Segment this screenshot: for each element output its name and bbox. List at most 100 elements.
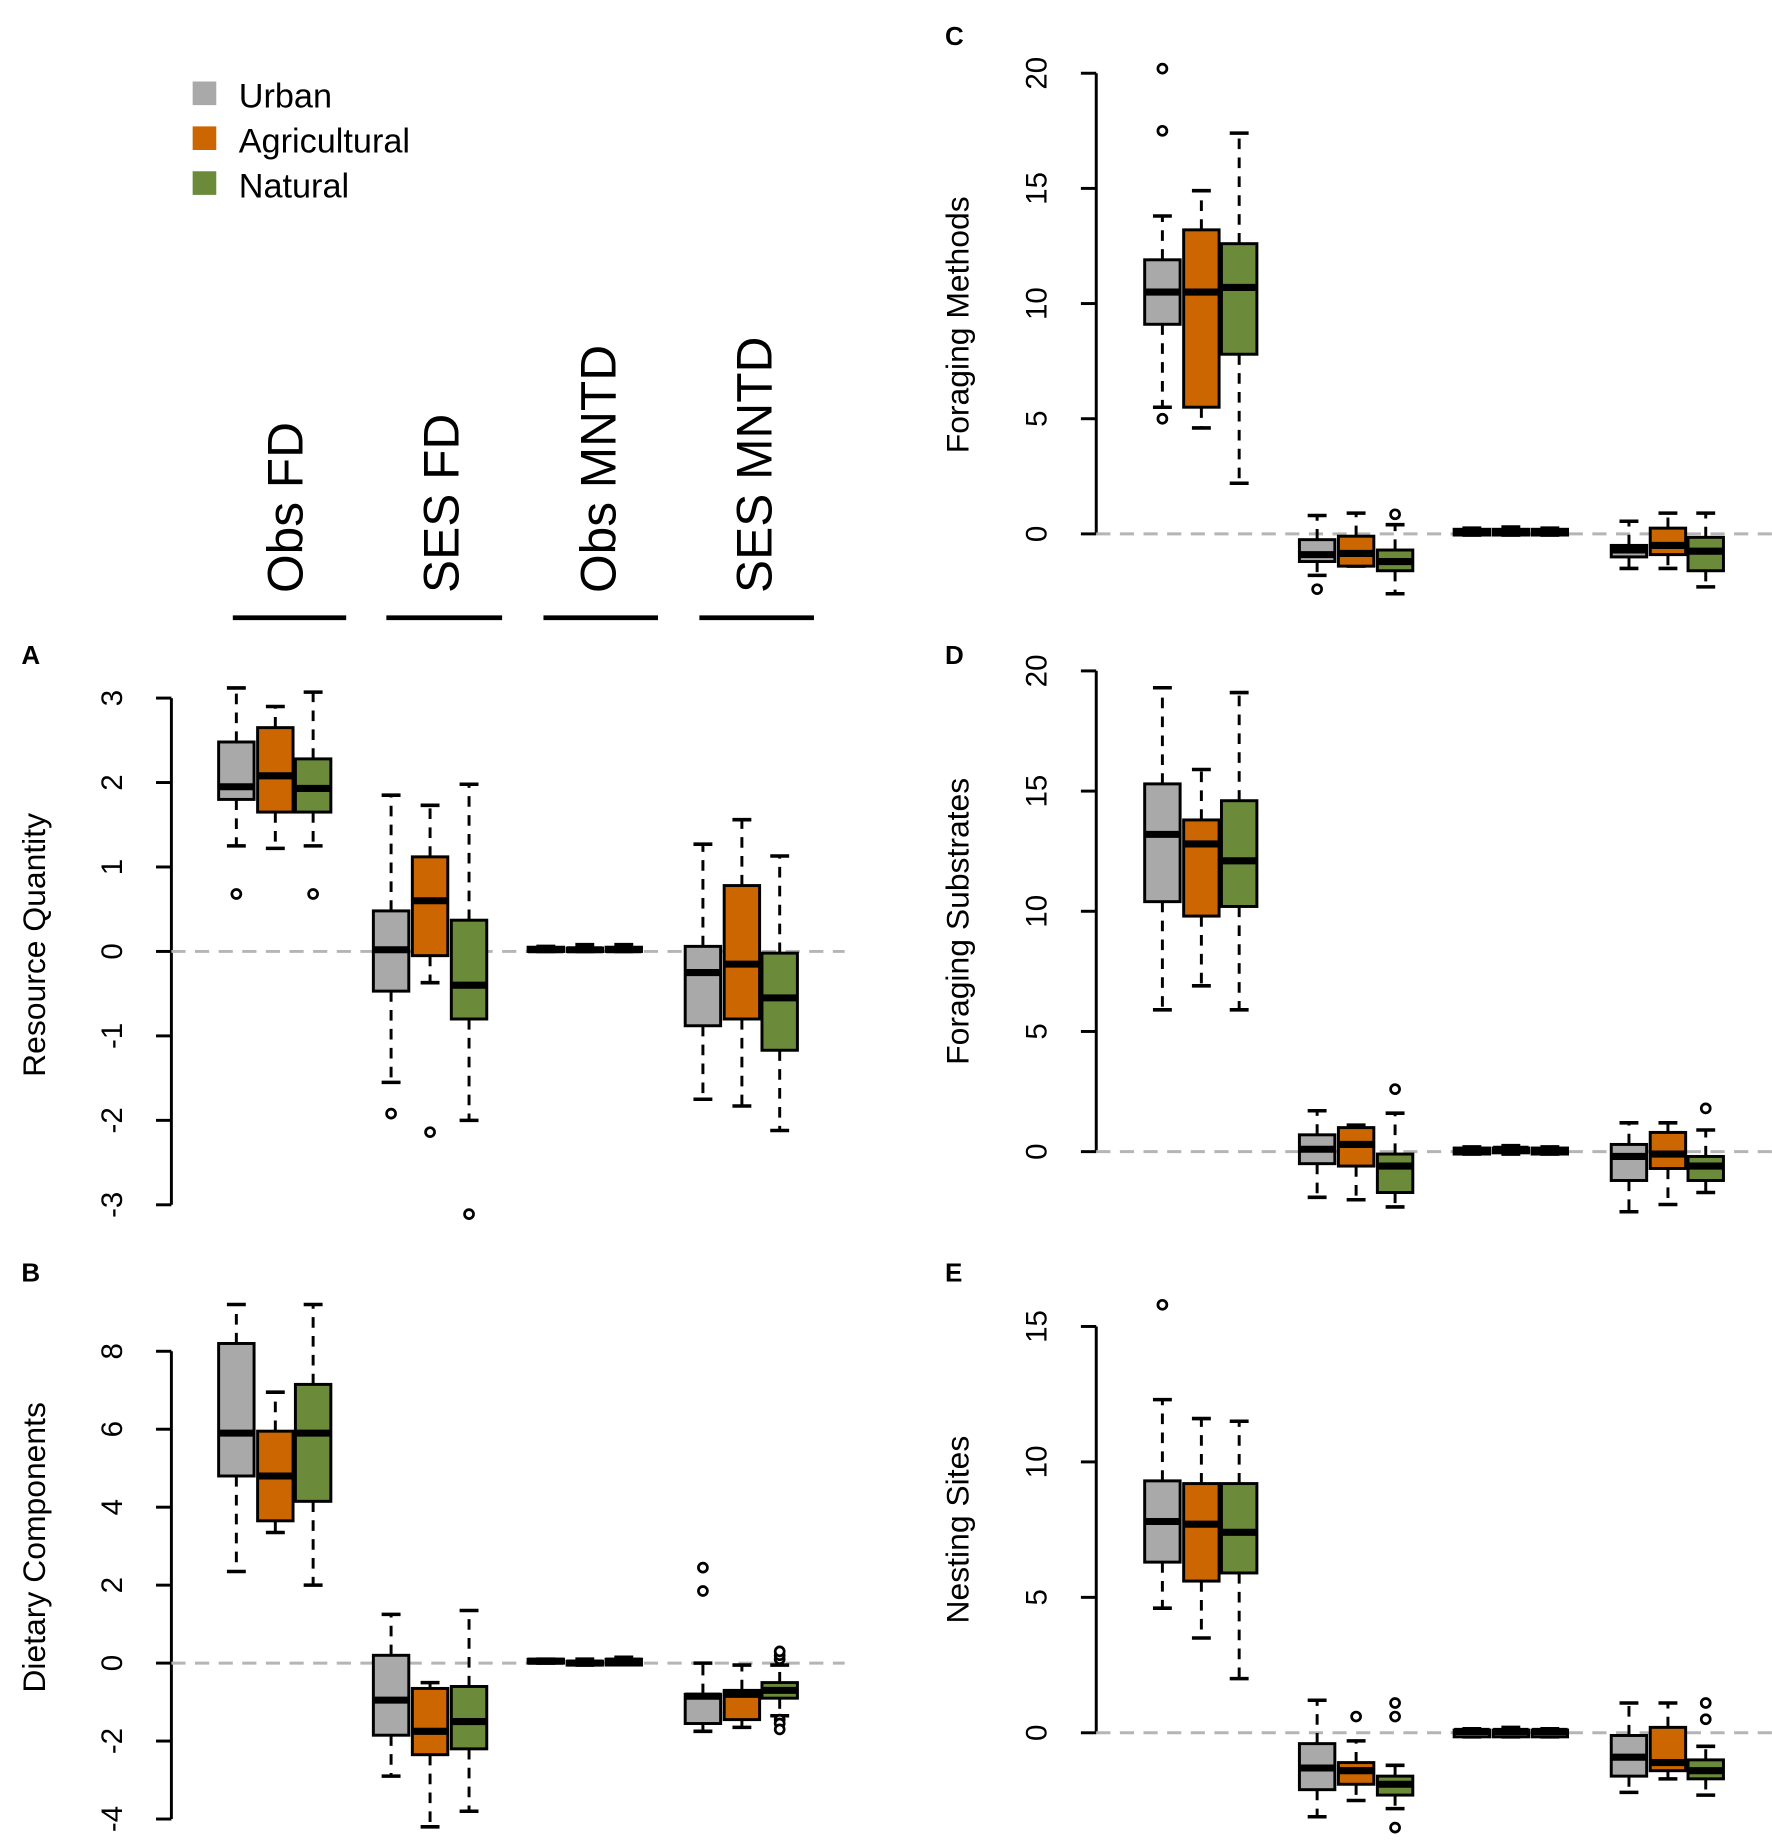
box-group-obs-fd	[217, 1302, 333, 1587]
y-tick-label: 20	[1021, 57, 1054, 90]
boxplot-agricultural	[1491, 525, 1531, 537]
boxplot-agricultural	[1336, 1123, 1376, 1202]
panel-letter: E	[945, 1258, 962, 1288]
box	[683, 944, 723, 1028]
boxplot-urban	[1143, 685, 1182, 1012]
boxplot-agricultural	[1336, 511, 1376, 568]
outlier-point	[697, 1585, 709, 1597]
panel-d: D Foraging Substrates 0 5 10 15 20	[940, 640, 1772, 1214]
outlier-point	[1156, 412, 1169, 425]
boxplot-natural	[760, 1645, 799, 1736]
box	[722, 884, 762, 1021]
y-tick-label: 10	[1021, 895, 1054, 928]
boxplot-agricultural	[1648, 1701, 1688, 1781]
y-tick-label: 15	[1021, 172, 1054, 205]
boxplot-urban	[371, 793, 411, 1120]
boxplot-urban	[683, 1561, 723, 1734]
panel-c: C Foraging Methods 0 5 10 15 20	[940, 21, 1772, 596]
boxplot-agricultural	[722, 817, 762, 1108]
boxplot-natural	[760, 854, 799, 1133]
box	[449, 918, 489, 1021]
box	[217, 740, 256, 801]
y-tick-label: 0	[1021, 1143, 1054, 1159]
boxplot-urban	[371, 1612, 411, 1778]
outlier-point	[1699, 1713, 1712, 1726]
y-tick-label: 20	[1021, 654, 1054, 687]
y-tick-label: -1	[96, 1023, 129, 1049]
box-group-ses-fd	[371, 782, 489, 1220]
box-group-ses-mntd	[683, 817, 799, 1133]
outlier-point	[1699, 1102, 1712, 1115]
y-axis-label: Foraging Methods	[940, 196, 976, 453]
boxplot-urban	[1143, 1298, 1182, 1610]
box	[256, 726, 295, 814]
outlier-point	[385, 1107, 397, 1120]
column-header-obs-mntd: Obs MNTD	[571, 345, 627, 593]
boxplot-natural	[1530, 1145, 1570, 1156]
box-group-ses-fd	[371, 1608, 489, 1829]
outlier-point	[697, 1561, 709, 1574]
y-tick-label: 15	[1021, 775, 1054, 808]
box	[1648, 526, 1688, 557]
column-header-ses-mntd: SES MNTD	[726, 337, 782, 593]
boxplot-natural	[604, 942, 643, 954]
y-tick-label: -3	[96, 1192, 129, 1218]
outlier-point	[1699, 1697, 1712, 1709]
boxplot-agricultural	[1182, 767, 1221, 988]
y-tick-label: 8	[96, 1343, 129, 1359]
box-group-obs-fd	[1143, 1298, 1259, 1681]
box	[410, 1686, 450, 1757]
boxplot-agricultural	[722, 1663, 762, 1730]
box	[371, 1653, 411, 1737]
box-group-obs-fd	[1143, 685, 1259, 1012]
outlier-point	[1156, 124, 1169, 137]
y-tick-label: 5	[1021, 1023, 1054, 1039]
y-tick-label: -2	[96, 1728, 129, 1754]
y-tick-label: 6	[96, 1421, 129, 1437]
panel-letter: C	[945, 21, 964, 51]
column-headers: Obs FD SES FD Obs MNTD SES MNTD	[232, 337, 814, 621]
outlier-point	[1389, 1821, 1401, 1834]
panel-a: A Resource Quantity -3 -2 -1 0 1 2 3	[16, 640, 845, 1220]
boxplot-natural	[293, 690, 333, 900]
y-tick-label: 1	[96, 859, 129, 875]
panel-letter: D	[945, 640, 964, 670]
boxplot-natural	[449, 782, 489, 1220]
boxplot-natural	[1530, 526, 1570, 537]
outlier-point	[1156, 62, 1169, 75]
box-group-obs-mntd	[1452, 1725, 1570, 1739]
box	[1182, 1482, 1221, 1583]
panel-e: E Nesting Sites 0 5 10 15	[940, 1258, 1772, 1834]
boxplot-agricultural	[1491, 1725, 1531, 1739]
y-axis-label: Nesting Sites	[940, 1436, 976, 1624]
legend-swatch-agricultural	[192, 126, 217, 151]
boxplot-urban	[217, 686, 256, 900]
y-tick-label: 0	[96, 1655, 129, 1671]
box	[293, 1382, 333, 1503]
column-header-ses-fd: SES FD	[413, 414, 469, 593]
boxplot-urban	[1297, 1698, 1337, 1819]
outlier-point	[230, 888, 243, 900]
box	[449, 1685, 489, 1751]
y-tick-label: 4	[96, 1499, 129, 1515]
box	[1219, 1482, 1259, 1575]
box-group-ses-fd	[1297, 1697, 1415, 1834]
boxplot-agricultural	[565, 1657, 604, 1667]
box-group-obs-mntd	[526, 1655, 643, 1667]
y-tick-label: 0	[1021, 1725, 1054, 1741]
boxplot-agricultural	[410, 803, 450, 1139]
legend: Urban Agricultural Natural	[192, 77, 410, 205]
outlier-point	[773, 1723, 786, 1736]
box	[1219, 242, 1259, 356]
y-tick-label: 10	[1021, 1445, 1054, 1478]
outlier-point	[307, 888, 319, 900]
y-tick-label: 15	[1021, 1310, 1054, 1343]
boxplot-agricultural	[410, 1680, 450, 1829]
box-group-ses-mntd	[1609, 511, 1725, 589]
y-tick-label: 2	[96, 1577, 129, 1593]
box	[760, 951, 799, 1052]
boxplot-natural	[1530, 1726, 1570, 1739]
box	[1182, 228, 1221, 409]
box	[1375, 1152, 1415, 1194]
boxplot-urban	[217, 1302, 256, 1574]
